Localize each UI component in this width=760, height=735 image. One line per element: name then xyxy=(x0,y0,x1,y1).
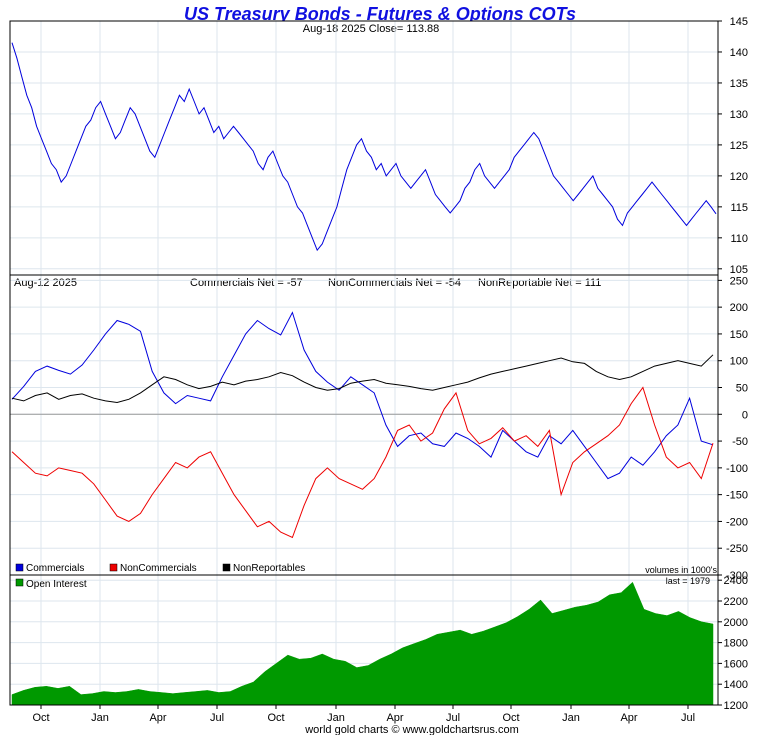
y-tick-label: 50 xyxy=(736,383,748,395)
y-tick-label: 250 xyxy=(730,275,748,287)
x-tick-label: Jan xyxy=(562,712,580,724)
legend-label: Open Interest xyxy=(26,579,87,590)
y-tick-label: -300 xyxy=(726,570,748,582)
y-tick-label: -150 xyxy=(726,490,748,502)
legend-label: NonReportables xyxy=(233,563,305,574)
y-tick-label: 120 xyxy=(730,171,748,183)
y-tick-label: 1600 xyxy=(724,658,748,670)
price-panel-frame xyxy=(9,20,719,276)
price-panel: Aug-18 2025 Close= 113.88 xyxy=(9,20,719,276)
cot-legend: Commercials NonCommercials NonReportables xyxy=(15,563,305,574)
y-ticks-layer: 105 110 115 120 125 130 135 140 145 -300 -250 -200 -… xyxy=(718,16,748,712)
y-tick-label: 140 xyxy=(730,47,748,59)
oi-legend: Open Interest xyxy=(15,578,87,590)
y-tick-label: 2400 xyxy=(724,575,748,587)
y-tick-label: 130 xyxy=(730,109,748,121)
y-tick-label: 2200 xyxy=(724,596,748,608)
cot-header-commercials: Commercials Net = -57 xyxy=(190,277,303,289)
y-tick-label: 100 xyxy=(730,356,748,368)
chart-footer: world gold charts © www.goldchartsrus.co… xyxy=(304,724,519,735)
volume-units-note: volumes in 1000's xyxy=(645,565,717,575)
cot-panel: Aug-12 2025 Commercials Net = -57 NonCom… xyxy=(9,274,719,576)
legend-label: Commercials xyxy=(26,563,84,574)
y-tick-label: 1800 xyxy=(724,638,748,650)
open-interest-area xyxy=(11,581,714,706)
cot-header-date: Aug-12 2025 xyxy=(14,277,77,289)
x-tick-label: Jan xyxy=(91,712,109,724)
y-tick-label: -200 xyxy=(726,516,748,528)
nonreportables-line xyxy=(11,354,714,404)
cot-header-nonreportable: NonReportable Net = 111 xyxy=(478,277,601,289)
x-tick-label: Jan xyxy=(327,712,345,724)
cot-header-noncommercials: NonCommercials Net = -54 xyxy=(328,277,461,289)
cot-panel-frame xyxy=(9,274,719,576)
y-tick-label: 1400 xyxy=(724,679,748,691)
y-tick-label: 105 xyxy=(730,264,748,276)
x-axis: Oct Jan Apr Jul Oct Jan Apr Jul Oct Jan Apr Jul xyxy=(32,705,695,724)
price-header: Aug-18 2025 Close= 113.88 xyxy=(303,23,440,35)
y-tick-label: 0 xyxy=(742,409,748,421)
y-tick-label: 110 xyxy=(730,233,748,245)
price-line xyxy=(11,42,717,252)
legend-swatch xyxy=(15,578,24,587)
y-tick-label: 115 xyxy=(730,202,748,214)
x-tick-label: Apr xyxy=(149,712,166,724)
y-tick-label: 2000 xyxy=(724,617,748,629)
x-tick-label: Oct xyxy=(502,712,519,724)
y-tick-label: 200 xyxy=(730,302,748,314)
legend-label: NonCommercials xyxy=(120,563,197,574)
legend-swatch xyxy=(15,563,24,572)
x-tick-label: Jul xyxy=(446,712,460,724)
panel-border xyxy=(9,574,719,706)
chart-title: US Treasury Bonds - Futures & Options CO… xyxy=(184,4,576,24)
x-tick-label: Oct xyxy=(32,712,49,724)
y-tick-label: -50 xyxy=(732,436,748,448)
x-tick-label: Apr xyxy=(386,712,403,724)
commercials-line xyxy=(11,311,714,480)
y-tick-label: 150 xyxy=(730,329,748,341)
y-tick-label: 1200 xyxy=(724,700,748,712)
x-tick-label: Jul xyxy=(681,712,695,724)
x-tick-label: Jul xyxy=(210,712,224,724)
y-tick-label: -100 xyxy=(726,463,748,475)
x-tick-label: Apr xyxy=(620,712,637,724)
y-tick-label: 145 xyxy=(730,16,748,28)
noncommercials-line xyxy=(11,386,714,539)
y-tick-label: -250 xyxy=(726,543,748,555)
legend-swatch xyxy=(222,563,231,572)
x-tick-label: Oct xyxy=(267,712,284,724)
last-value-note: last = 1979 xyxy=(666,576,710,586)
y-tick-label: 135 xyxy=(730,78,748,90)
legend-swatch xyxy=(109,563,118,572)
y-tick-label: 125 xyxy=(730,140,748,152)
